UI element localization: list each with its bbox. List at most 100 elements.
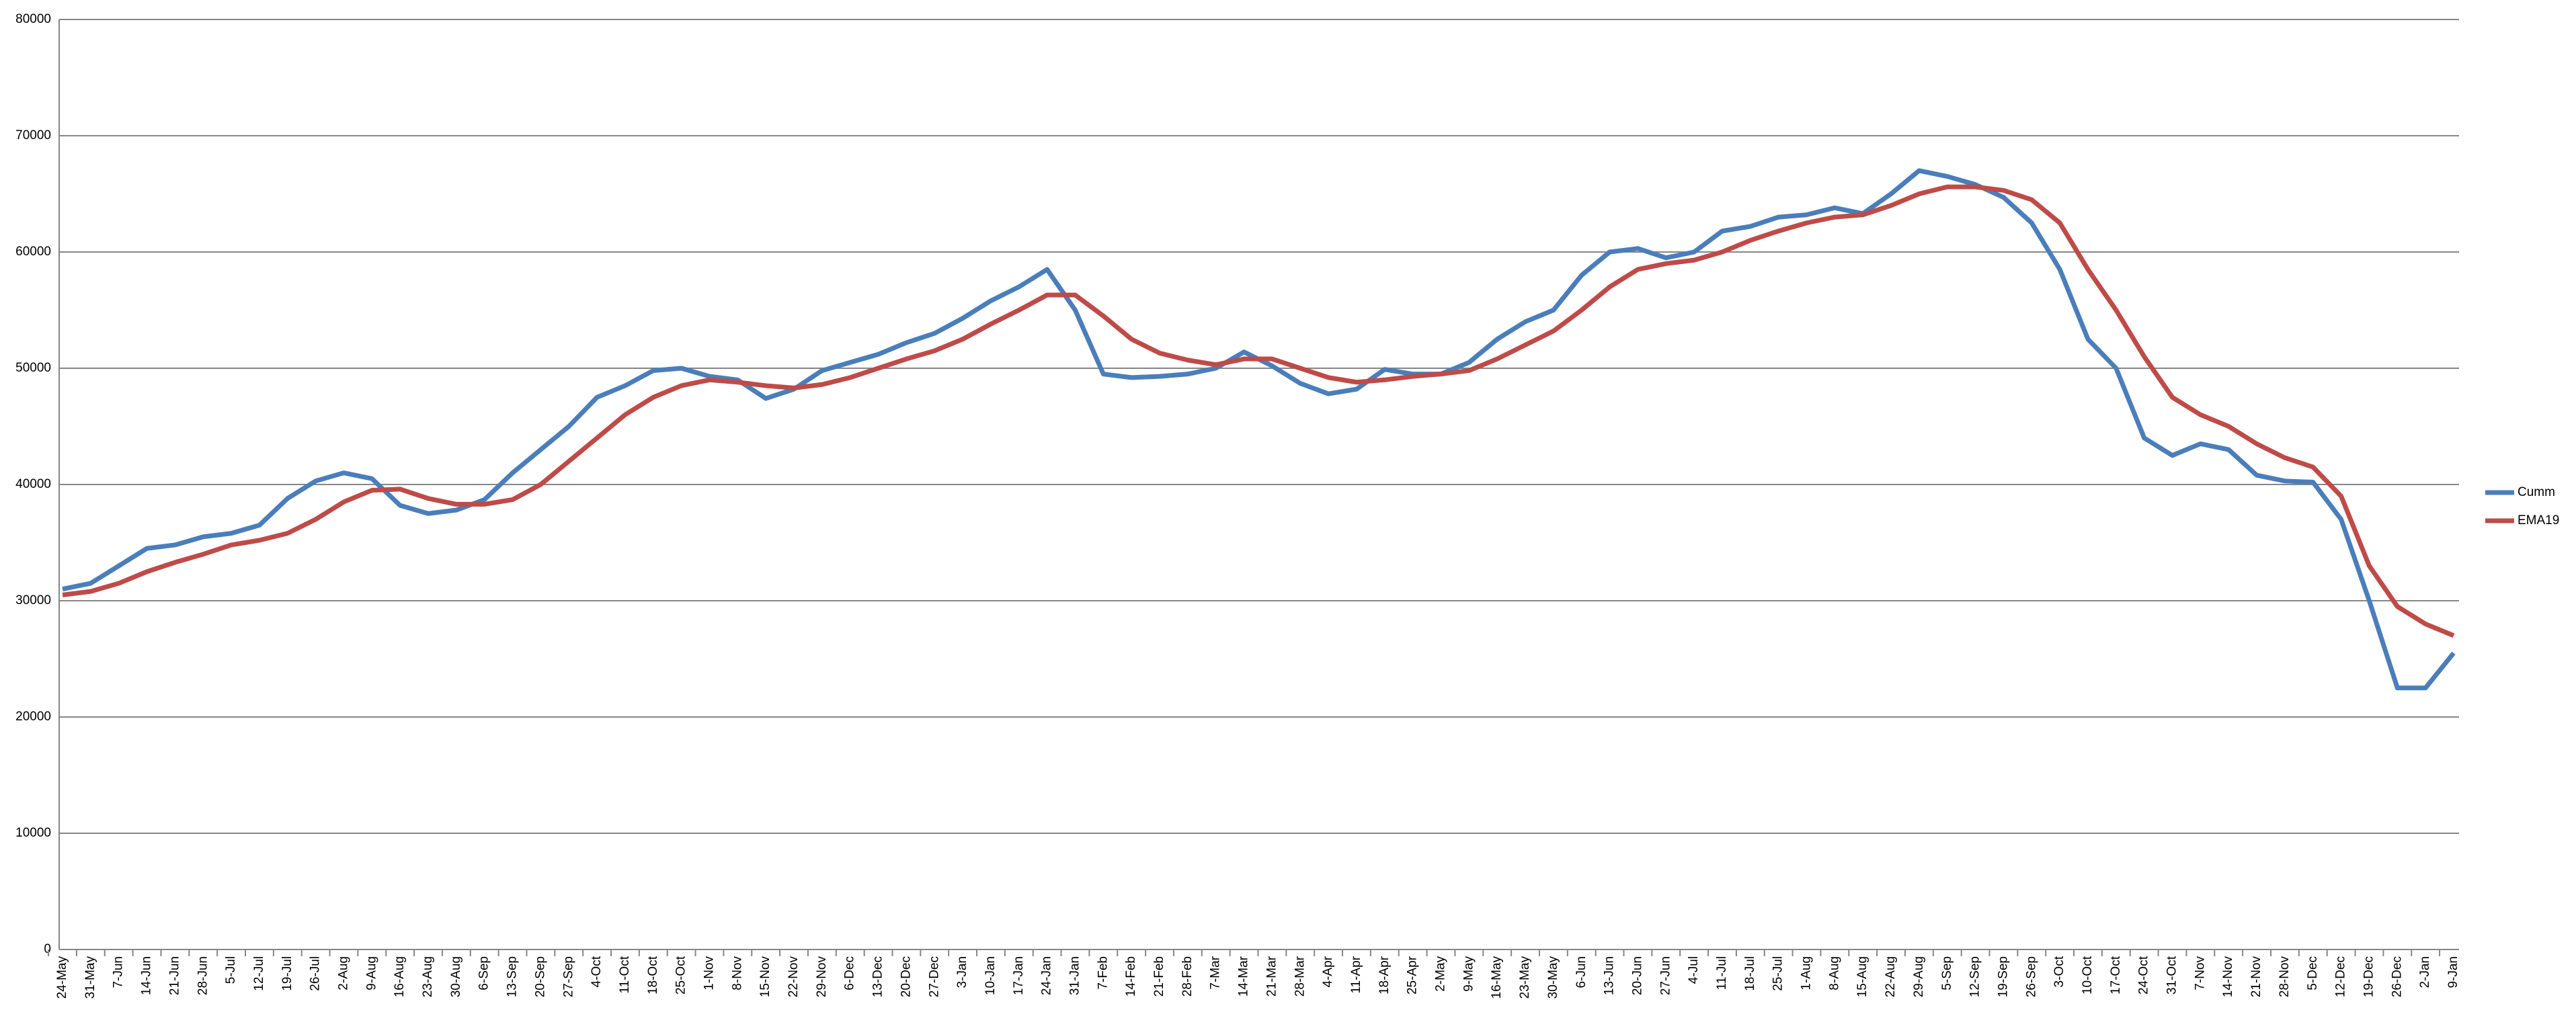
x-tick-label: 14-Nov (2221, 956, 2235, 998)
x-tick-label: 5-Sep (1940, 956, 1954, 990)
x-tick-label: 1-Aug (1800, 956, 1814, 990)
x-tick-label: 12-Jul (252, 956, 266, 991)
x-tick-label: 7-Jun (112, 956, 126, 988)
x-tick-label: 16-Aug (393, 956, 407, 997)
x-tick-label: 24-May (55, 956, 69, 999)
x-tick-label: 31-Oct (2165, 956, 2179, 995)
x-tick-label: 23-May (1518, 956, 1532, 999)
x-tick-label: 9-Aug (364, 956, 378, 990)
x-tick-label: 7-Nov (2193, 956, 2207, 990)
x-tick-label: 11-Apr (1349, 956, 1363, 993)
x-tick-label: 10-Oct (2081, 956, 2095, 995)
x-tick-label: 13-Dec (871, 956, 885, 997)
x-tick-label: 20-Jun (1630, 956, 1644, 995)
x-tick-label: 5-Jul (224, 956, 238, 984)
x-tick-label: 21-Jun (167, 956, 182, 995)
x-tick-label: 24-Oct (2137, 956, 2151, 995)
x-tick-label: 7-Mar (1209, 956, 1223, 989)
x-tick-label: 13-Jun (1603, 956, 1617, 995)
x-tick-label: 9-Jan (2446, 956, 2460, 988)
x-tick-label: 6-Jun (1574, 956, 1588, 988)
y-tick-label: 60000 (15, 245, 51, 259)
x-tick-label: 25-Jul (1771, 956, 1785, 991)
x-tick-label: 14-Mar (1237, 956, 1251, 997)
x-tick-label: 19-Sep (1996, 956, 2010, 997)
x-tick-label: 31-Jan (1068, 956, 1082, 995)
y-tick-label: 40000 (15, 477, 51, 491)
x-tick-label: 27-Jun (1658, 956, 1673, 995)
x-tick-label: 18-Jul (1743, 956, 1757, 991)
x-tick-label: 21-Nov (2249, 956, 2263, 998)
y-tick-label: 70000 (15, 128, 51, 142)
x-tick-label: 4-Oct (590, 956, 604, 987)
x-tick-label: 17-Jan (1012, 956, 1026, 995)
y-tick-label: 20000 (15, 710, 51, 724)
x-tick-label: 12-Dec (2334, 956, 2348, 997)
x-tick-label: 28-Nov (2278, 956, 2292, 998)
x-tick-label: 29-Aug (1912, 956, 1926, 997)
x-tick-label: 18-Oct (646, 956, 660, 995)
x-tick-label: 15-Nov (758, 956, 772, 998)
x-tick-label: 20-Sep (533, 956, 547, 997)
legend-label: Cumm (2518, 485, 2555, 499)
x-tick-label: 23-Aug (421, 956, 435, 997)
x-tick-label: 25-Oct (674, 956, 688, 995)
x-tick-label: 13-Sep (506, 956, 520, 997)
x-tick-label: 1-Nov (702, 956, 716, 990)
x-tick-label: 17-Oct (2109, 956, 2123, 995)
x-tick-label: 30-May (1546, 956, 1560, 999)
x-tick-label: 20-Dec (899, 956, 913, 997)
x-tick-label: 2-May (1434, 956, 1448, 992)
x-tick-label: 5-Dec (2306, 956, 2320, 990)
x-tick-label: 27-Sep (561, 956, 575, 997)
x-tick-label: 28-Mar (1293, 956, 1307, 997)
x-tick-label: 16-May (1490, 956, 1504, 999)
series-line (62, 168, 2456, 691)
x-tick-label: 31-May (83, 956, 97, 999)
x-tick-label: 28-Jun (196, 956, 210, 995)
x-tick-label: 11-Jul (1715, 956, 1729, 990)
x-tick-label: 2-Jan (2418, 956, 2432, 988)
x-tick-label: 7-Feb (1096, 956, 1110, 990)
x-tick-label: 26-Sep (2024, 956, 2038, 997)
x-tick-label: 6-Sep (477, 956, 491, 990)
x-tick-label: 26-Dec (2390, 956, 2404, 997)
y-tick-label: 80000 (15, 12, 51, 26)
x-tick-label: 3-Oct (2052, 956, 2066, 987)
x-tick-label: 24-Jan (1040, 956, 1054, 995)
x-tick-label: 12-Sep (1968, 956, 1982, 997)
x-tick-label: 26-Jul (309, 956, 323, 991)
x-tick-label: 22-Nov (787, 956, 801, 998)
y-tick-label: 0 (44, 942, 51, 956)
legend-label: EMA19 (2518, 513, 2559, 527)
x-tick-label: 6-Dec (843, 956, 857, 990)
x-tick-label: 28-Feb (1180, 956, 1195, 997)
x-tick-label: 19-Jul (280, 956, 294, 991)
x-tick-label: 29-Nov (815, 956, 829, 998)
x-tick-label: 15-Aug (1855, 956, 1869, 997)
x-tick-label: 4-Jul (1687, 956, 1701, 984)
x-tick-label: 8-Aug (1827, 956, 1841, 990)
x-tick-label: 25-Apr (1406, 956, 1420, 995)
y-tick-label: 50000 (15, 361, 51, 375)
x-tick-label: 11-Oct (618, 956, 632, 993)
x-tick-label: 19-Dec (2362, 956, 2376, 997)
x-tick-label: 4-Apr (1321, 956, 1335, 987)
x-tick-label: 10-Jan (983, 956, 998, 995)
x-tick-label: 22-Aug (1884, 956, 1898, 997)
x-tick-label: 14-Jun (140, 956, 154, 995)
y-tick-label: 30000 (15, 593, 51, 607)
x-tick-label: 14-Feb (1124, 956, 1138, 997)
series-line (62, 184, 2455, 638)
x-tick-label: 18-Apr (1377, 956, 1392, 995)
x-tick-label: 27-Dec (927, 956, 941, 997)
x-tick-label: 9-May (1461, 956, 1476, 992)
x-tick-label: 3-Jan (955, 956, 969, 988)
x-tick-label: 21-Mar (1264, 956, 1279, 997)
x-tick-label: 8-Nov (730, 956, 744, 990)
y-tick-label: 10000 (15, 826, 51, 840)
x-tick-label: 21-Feb (1152, 956, 1166, 997)
x-tick-label: 2-Aug (336, 956, 350, 990)
